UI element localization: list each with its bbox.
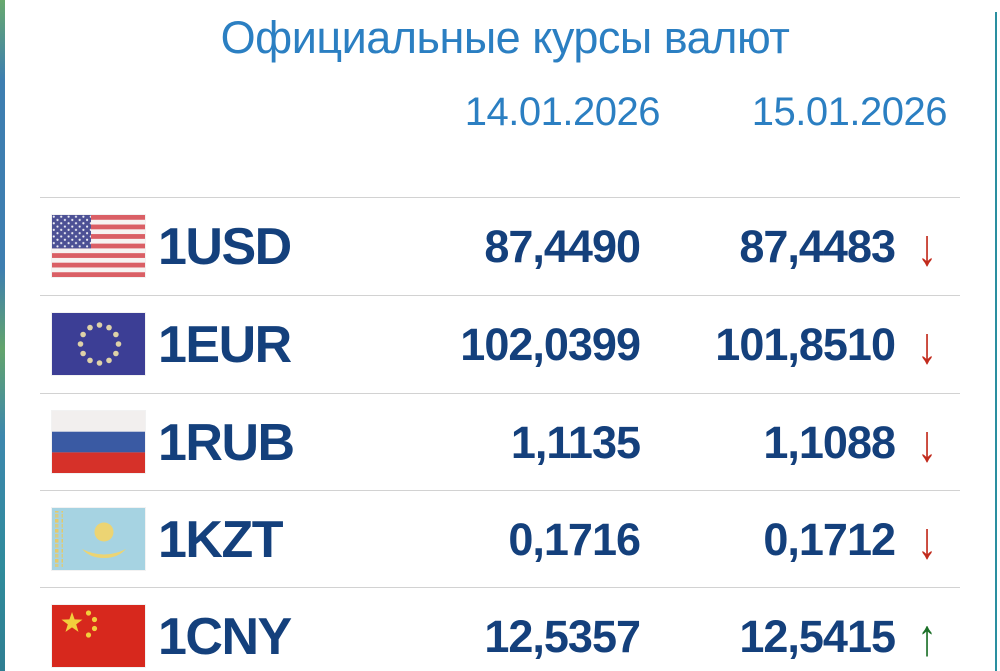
china-flag-icon	[52, 605, 145, 667]
left-edge-stripe	[0, 0, 5, 671]
table-row-rub: 1RUB 1,1135 1,1088 ↓	[40, 393, 960, 490]
russia-flag-icon	[52, 411, 145, 473]
currency-code: 1USD	[158, 217, 292, 276]
rate-current: 1,1088	[763, 416, 896, 468]
eu-flag-icon	[52, 313, 145, 375]
table-row-cny: 1CNY 12,5357 12,5415 ↑	[40, 587, 960, 671]
trend-arrow-icon: ↓	[917, 413, 937, 472]
currency-code: 1RUB	[158, 413, 295, 472]
table-row-kzt: 1KZT 0,1716 0,1712 ↓	[40, 490, 960, 587]
rate-current: 87,4483	[739, 220, 896, 272]
table-row-usd: 1USD 87,4490 87,4483 ↓	[40, 197, 960, 294]
date-column-header-curr: 15.01.2026	[751, 90, 948, 134]
trend-arrow-icon: ↑	[917, 607, 937, 666]
right-edge-line	[995, 12, 997, 671]
trend-arrow-icon: ↓	[917, 217, 937, 276]
currency-code: 1EUR	[158, 315, 292, 374]
currency-code: 1CNY	[158, 607, 292, 666]
rate-previous: 0,1716	[508, 513, 641, 565]
trend-arrow-icon: ↓	[917, 510, 937, 569]
rate-previous: 87,4490	[484, 220, 641, 272]
rate-previous: 102,0399	[460, 318, 641, 370]
rate-current: 101,8510	[715, 318, 896, 370]
trend-arrow-icon: ↓	[917, 315, 937, 374]
rate-previous: 1,1135	[510, 416, 641, 468]
table-row-eur: 1EUR 102,0399 101,8510 ↓	[40, 295, 960, 392]
usa-flag-icon	[52, 215, 145, 277]
rate-current: 0,1712	[763, 513, 896, 565]
rate-previous: 12,5357	[484, 610, 641, 662]
currency-code: 1KZT	[158, 510, 284, 569]
rate-current: 12,5415	[739, 610, 896, 662]
page-title: Официальные курсы валют	[220, 12, 790, 63]
kazakhstan-flag-icon	[52, 508, 145, 570]
date-column-header-prev: 14.01.2026	[464, 90, 661, 134]
